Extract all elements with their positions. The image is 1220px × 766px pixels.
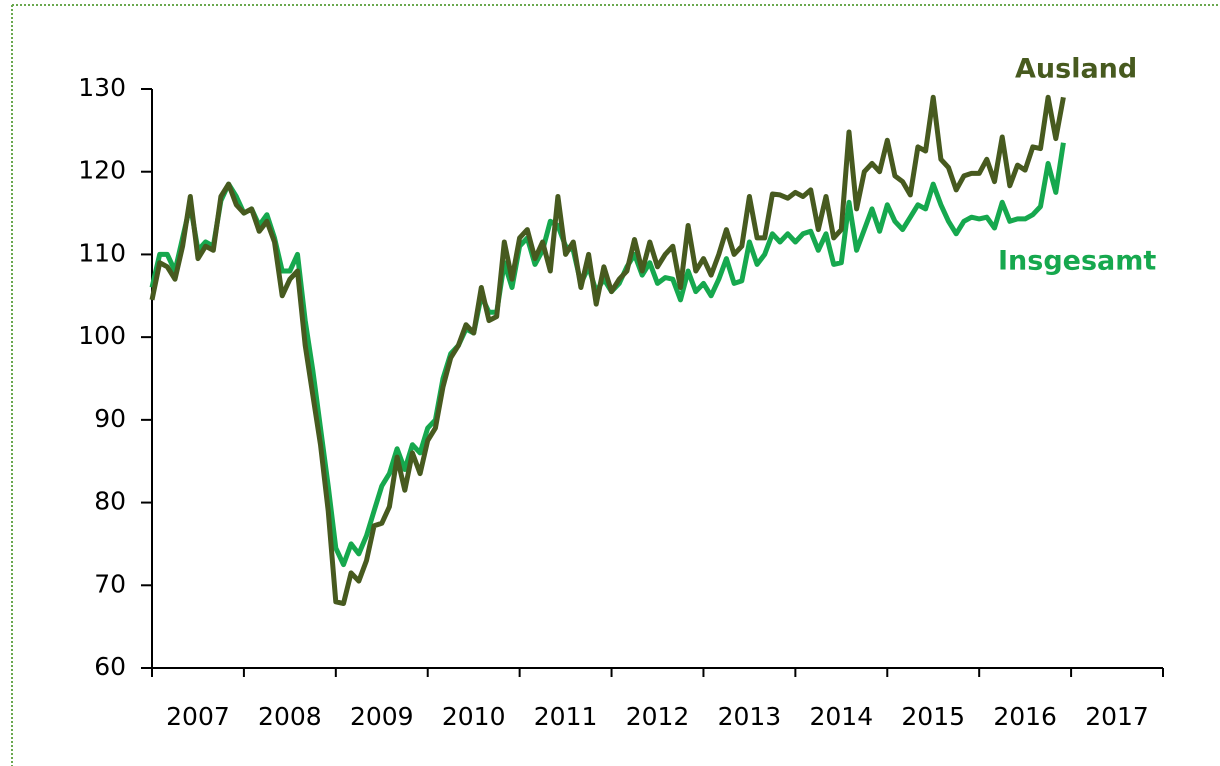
x-tick-label: 2015: [901, 702, 965, 731]
y-tick-label: 120: [78, 156, 126, 185]
series-label: Ausland: [1015, 54, 1137, 85]
y-tick-label: 130: [78, 73, 126, 102]
y-tick-label: 100: [78, 321, 126, 350]
x-tick-label: 2012: [626, 702, 690, 731]
series-label: Insgesamt: [998, 246, 1156, 277]
y-tick-label: 60: [94, 652, 126, 681]
x-tick-label: 2016: [993, 702, 1057, 731]
x-tick-label: 2014: [810, 702, 874, 731]
y-tick-label: 90: [94, 404, 126, 433]
y-tick-label: 70: [94, 569, 126, 598]
y-tick-label: 80: [94, 487, 126, 516]
x-tick-label: 2017: [1085, 702, 1149, 731]
series-line: [149, 94, 1066, 606]
x-tick-label: 2007: [166, 702, 230, 731]
x-tick-label: 2013: [718, 702, 782, 731]
x-tick-label: 2010: [442, 702, 506, 731]
series-line: [149, 142, 1066, 568]
x-tick-label: 2009: [350, 702, 414, 731]
x-tick-label: 2011: [534, 702, 598, 731]
x-tick-label: 2008: [258, 702, 322, 731]
y-tick-label: 110: [78, 238, 126, 267]
